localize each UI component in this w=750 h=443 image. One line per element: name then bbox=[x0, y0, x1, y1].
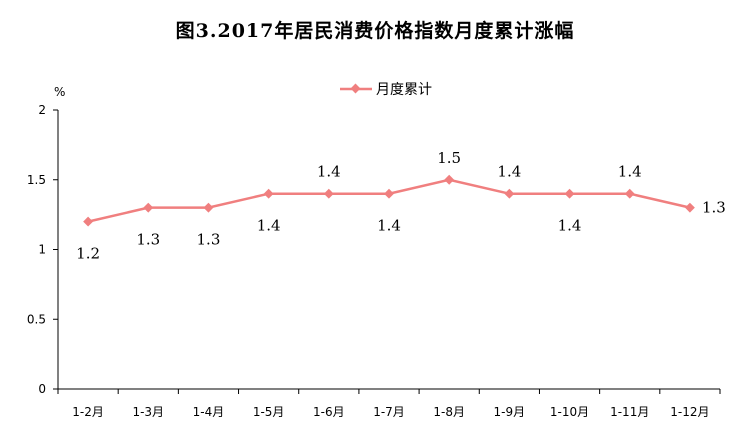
data-point-marker bbox=[444, 174, 455, 185]
x-tick-label: 1-8月 bbox=[433, 405, 465, 419]
x-tick-label: 1-2月 bbox=[72, 405, 104, 419]
x-tick-label: 1-5月 bbox=[253, 405, 285, 419]
x-tick-label: 1-12月 bbox=[670, 405, 709, 419]
data-label: 1.4 bbox=[558, 217, 582, 235]
y-tick-label: 2 bbox=[38, 103, 46, 117]
x-tick-label: 1-4月 bbox=[193, 405, 225, 419]
data-label: 1.4 bbox=[377, 217, 401, 235]
data-point-marker bbox=[624, 188, 635, 199]
x-tick-label: 1-6月 bbox=[313, 405, 345, 419]
x-tick-label: 1-9月 bbox=[494, 405, 526, 419]
y-axis-ticks: 0 0.5 1 1.5 2 bbox=[27, 103, 58, 396]
data-point-marker bbox=[83, 216, 94, 227]
y-tick-label: 0 bbox=[38, 382, 46, 396]
series-group: 1.2 1.3 1.3 1.4 1.4 1.4 1.5 1.4 1.4 1.4 1.3 bbox=[76, 149, 726, 263]
data-label: 1.3 bbox=[197, 231, 221, 249]
chart-title: 图3.2017年居民消费价格指数月度累计涨幅 bbox=[175, 20, 575, 42]
data-label: 1.4 bbox=[618, 163, 642, 181]
data-label: 1.4 bbox=[257, 217, 281, 235]
data-point-marker bbox=[504, 188, 515, 199]
legend-series-name: 月度累计 bbox=[376, 82, 432, 98]
data-label: 1.5 bbox=[437, 149, 461, 167]
data-point-marker bbox=[263, 188, 274, 199]
x-tick-label: 1-11月 bbox=[610, 405, 649, 419]
data-label: 1.3 bbox=[136, 231, 160, 249]
data-point-marker bbox=[384, 188, 394, 199]
data-point-marker bbox=[684, 202, 695, 213]
data-label: 1.4 bbox=[317, 163, 341, 181]
x-tick-label: 1-3月 bbox=[132, 405, 164, 419]
x-tick-label: 1-10月 bbox=[550, 405, 589, 419]
y-tick-label: 0.5 bbox=[27, 312, 46, 326]
legend: 月度累计 bbox=[340, 82, 432, 98]
legend-diamond-marker bbox=[350, 83, 361, 94]
data-point-marker bbox=[323, 188, 334, 199]
data-label: 1.3 bbox=[702, 199, 726, 217]
y-axis-unit-label: % bbox=[54, 85, 65, 99]
data-label: 1.4 bbox=[497, 163, 521, 181]
x-tick-label: 1-7月 bbox=[373, 405, 405, 419]
data-point-marker bbox=[203, 202, 214, 213]
series-line bbox=[87, 178, 691, 223]
y-tick-label: 1.5 bbox=[27, 173, 46, 187]
data-point-marker bbox=[564, 188, 575, 199]
x-axis-ticks: 1-2月 1-3月 1-4月 1-5月 1-6月 1-7月 1-8月 1-9月 1-10月 1-1… bbox=[57, 389, 721, 419]
axes bbox=[57, 110, 720, 390]
data-point-marker bbox=[143, 202, 154, 213]
data-label: 1.2 bbox=[76, 245, 100, 263]
y-tick-label: 1 bbox=[38, 243, 46, 257]
